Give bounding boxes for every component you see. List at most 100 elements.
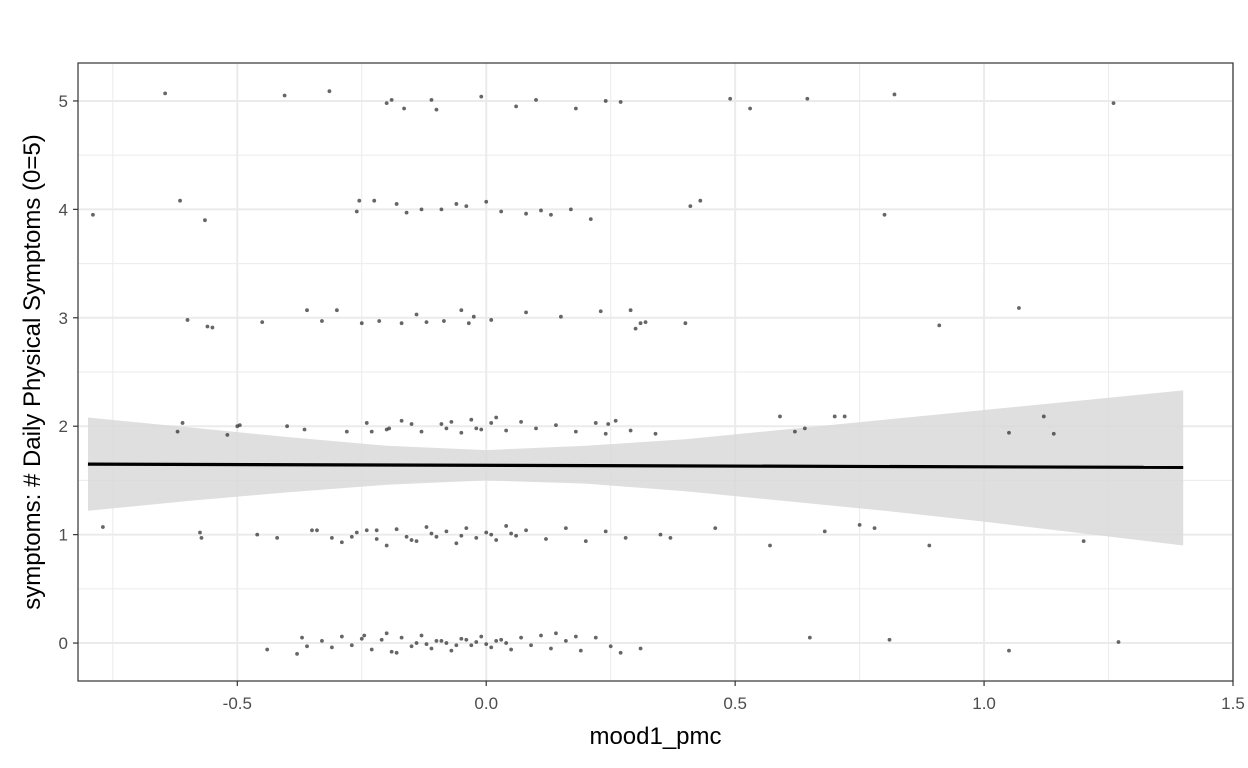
data-point: [374, 537, 379, 541]
data-point: [887, 637, 892, 642]
data-point: [479, 427, 484, 432]
data-point: [466, 321, 471, 326]
data-point: [384, 631, 389, 636]
data-point: [354, 530, 359, 535]
data-points: [91, 89, 1121, 656]
data-point: [285, 424, 289, 429]
data-point: [439, 207, 444, 212]
major-gridlines: [78, 63, 1234, 681]
data-point: [494, 638, 499, 643]
data-point: [768, 543, 772, 548]
data-point: [275, 535, 280, 540]
data-point: [524, 528, 528, 533]
data-point: [514, 533, 519, 538]
data-point: [349, 534, 354, 539]
data-point: [484, 642, 489, 647]
data-point: [668, 535, 673, 540]
data-point: [578, 648, 583, 653]
x-tick-label: 0.5: [723, 694, 747, 713]
data-point: [434, 534, 439, 539]
data-point: [260, 320, 265, 325]
data-point: [549, 212, 553, 217]
data-point: [444, 529, 449, 534]
data-point: [364, 528, 369, 533]
data-point: [442, 319, 446, 323]
data-point: [1041, 414, 1046, 419]
data-point: [504, 641, 509, 645]
data-point: [1007, 430, 1011, 435]
data-point: [519, 635, 523, 640]
data-point: [633, 326, 638, 331]
x-tick-label: 1.0: [972, 694, 996, 713]
data-point: [225, 432, 230, 437]
data-point: [1007, 648, 1011, 653]
data-point: [559, 314, 563, 319]
data-point: [198, 530, 202, 535]
data-point: [339, 634, 344, 639]
data-point: [1116, 640, 1121, 644]
data-point: [399, 321, 404, 326]
data-point: [608, 644, 613, 649]
data-point: [434, 107, 439, 112]
data-point: [534, 97, 538, 102]
data-point: [429, 97, 434, 102]
data-point: [459, 308, 464, 313]
data-point: [362, 633, 367, 638]
data-point: [713, 526, 718, 531]
data-point: [464, 526, 469, 531]
data-point: [469, 417, 474, 422]
y-axis-ticks: 0 1 2 3 4 5: [59, 92, 78, 653]
y-tick-label: 0: [59, 634, 68, 653]
x-tick-label: -0.5: [223, 694, 252, 713]
data-point: [554, 631, 558, 636]
data-point: [404, 210, 409, 215]
data-point: [185, 318, 190, 322]
data-point: [330, 535, 334, 540]
data-point: [524, 310, 528, 315]
data-point: [180, 421, 185, 425]
data-point: [603, 529, 608, 534]
data-point: [444, 426, 449, 431]
data-point: [504, 428, 509, 433]
data-point: [315, 528, 319, 533]
y-axis-title: symptoms: # Daily Physical Symptoms (0=5…: [19, 134, 46, 609]
data-point: [1051, 431, 1056, 436]
data-point: [606, 422, 611, 426]
data-point: [484, 199, 489, 204]
data-point: [807, 635, 812, 640]
data-point: [623, 535, 628, 540]
x-tick-label: 0.0: [474, 694, 498, 713]
data-point: [698, 198, 703, 203]
data-point: [544, 537, 548, 541]
data-point: [339, 540, 344, 545]
data-point: [474, 535, 479, 540]
data-point: [778, 414, 782, 419]
y-tick-label: 2: [59, 417, 68, 436]
data-point: [459, 636, 464, 641]
data-point: [302, 427, 307, 432]
data-point: [474, 640, 479, 644]
data-point: [892, 92, 897, 97]
data-point: [613, 418, 618, 423]
data-point: [369, 647, 374, 652]
data-point: [419, 207, 424, 212]
data-point: [310, 528, 314, 533]
data-point: [489, 645, 494, 650]
data-point: [265, 647, 270, 652]
data-point: [464, 204, 469, 209]
data-point: [628, 428, 633, 433]
data-point: [359, 636, 364, 641]
data-point: [399, 418, 404, 423]
data-point: [805, 96, 810, 101]
data-point: [653, 431, 658, 436]
data-point: [539, 633, 543, 638]
data-point: [1111, 101, 1116, 106]
data-point: [409, 538, 414, 542]
data-point: [638, 646, 643, 651]
data-point: [424, 525, 429, 529]
data-point: [509, 647, 514, 652]
data-point: [389, 649, 394, 654]
data-point: [429, 646, 434, 651]
data-point: [728, 96, 733, 101]
data-point: [394, 650, 399, 655]
